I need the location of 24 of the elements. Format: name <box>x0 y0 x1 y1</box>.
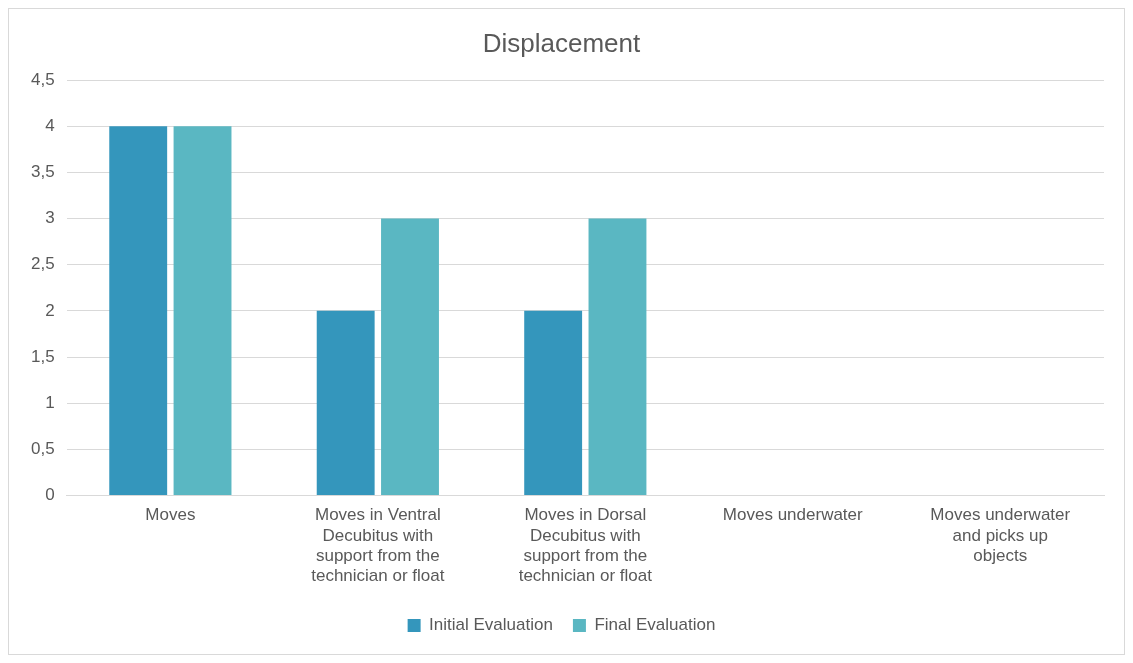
y-tick-label: 0 <box>45 485 55 505</box>
legend-label: Final Evaluation <box>594 615 716 635</box>
y-tick-label: 2 <box>45 300 55 320</box>
x-tick-label: Moves in Ventral Decubitus with support from the technician or float <box>311 505 445 586</box>
y-tick-label: 2,5 <box>30 254 55 274</box>
y-tick-label: 3,5 <box>30 162 55 182</box>
y-tick-label: 3 <box>45 208 55 228</box>
x-tick-label: Moves underwater and picks up objects <box>930 505 1071 566</box>
y-tick-label: 1,5 <box>30 346 55 366</box>
bar <box>381 218 439 495</box>
bar <box>109 126 168 495</box>
x-tick-label: Moves underwater <box>722 505 864 525</box>
bar <box>173 126 232 495</box>
y-tick-label: 0,5 <box>30 438 55 458</box>
chart-title: Displacement <box>482 27 642 58</box>
y-tick-label: 1 <box>45 392 55 412</box>
bar <box>588 218 647 495</box>
x-tick-label: Moves in Dorsal Decubitus with support from the technician or float <box>518 505 653 586</box>
legend-label: Initial Evaluation <box>429 615 553 635</box>
bar <box>316 310 375 495</box>
y-tick-label: 4 <box>45 116 55 136</box>
x-tick-label: Moves <box>145 505 196 525</box>
bar <box>524 310 583 495</box>
y-tick-label: 4,5 <box>30 69 55 89</box>
